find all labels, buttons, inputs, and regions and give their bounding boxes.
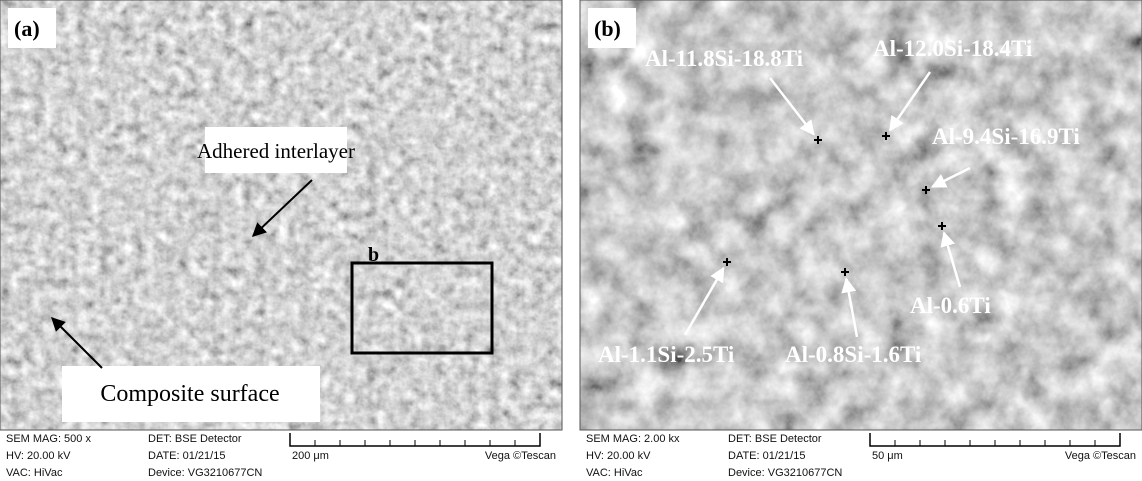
box-label: b <box>368 244 379 266</box>
info-text: HV: 20.00 kV <box>6 450 71 462</box>
info-text: VAC: HiVac <box>6 467 63 479</box>
info-text: DATE: 01/21/15 <box>148 450 225 462</box>
info-text: SEM MAG: 500 x <box>6 433 91 445</box>
info-text: Device: VG3210677CN <box>728 467 842 479</box>
annotation: Composite surface <box>100 381 279 407</box>
info-text: Device: VG3210677CN <box>148 467 262 479</box>
panel-label: (b) <box>594 16 621 41</box>
info-text: DATE: 01/21/15 <box>728 450 805 462</box>
sem-image-a <box>0 0 562 430</box>
info-text: HV: 20.00 kV <box>586 450 651 462</box>
brand: Vega ©Tescan <box>485 450 556 462</box>
annotation: Al-1.1Si-2.5Ti <box>598 342 735 367</box>
annotation: Al-11.8Si-18.8Ti <box>645 46 804 71</box>
figure: (a) SEM MAG: 500 x HV: 20.00 kV VAC: HiVac D… <box>0 0 1142 481</box>
scale-label: 200 μm <box>292 450 329 462</box>
annotation: Al-9.4Si-16.9Ti <box>932 124 1080 149</box>
annotation: Adhered interlayer <box>197 139 355 163</box>
info-text: DET: BSE Detector <box>728 433 822 445</box>
annotation: Al-0.8Si-1.6Ti <box>785 342 922 367</box>
info-text: SEM MAG: 2.00 kx <box>586 433 680 445</box>
annotation: Al-12.0Si-18.4Ti <box>873 36 1033 61</box>
panel-label: (a) <box>14 16 40 41</box>
info-text: DET: BSE Detector <box>148 433 242 445</box>
annotation: Al-0.6Ti <box>910 293 991 318</box>
brand: Vega ©Tescan <box>1065 450 1136 462</box>
scale-label: 50 μm <box>872 450 903 462</box>
info-text: VAC: HiVac <box>586 467 643 479</box>
